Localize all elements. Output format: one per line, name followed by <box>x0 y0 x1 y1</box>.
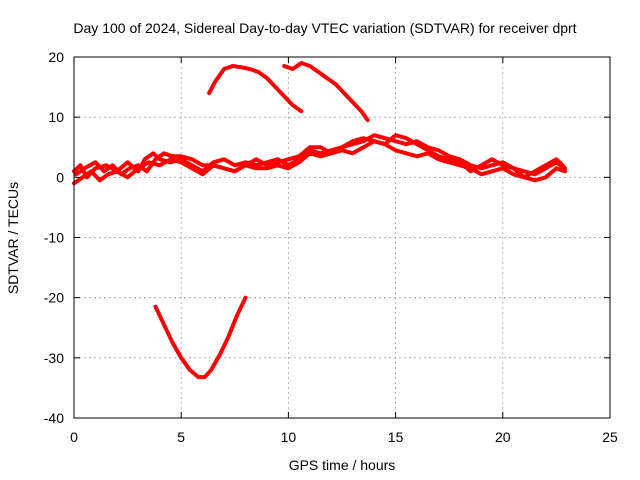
x-tick-label: 25 <box>602 429 618 445</box>
series-line-upper-arc-2 <box>282 61 370 123</box>
y-tick-label: 0 <box>56 169 64 185</box>
series-line-upper-arc-1 <box>207 64 304 114</box>
y-tick-label: -20 <box>44 290 64 306</box>
tick-labels: 0 5 10 15 20 25 -40 -30 -20 -10 0 10 20 <box>44 49 618 445</box>
x-tick-label: 15 <box>388 429 404 445</box>
x-tick-label: 20 <box>495 429 511 445</box>
y-tick-label: -30 <box>44 350 64 366</box>
x-tick-label: 10 <box>281 429 297 445</box>
x-tick-label: 5 <box>177 429 185 445</box>
chart-title: Day 100 of 2024, Sidereal Day-to-day VTE… <box>73 20 576 36</box>
series-group <box>72 61 567 380</box>
x-tick-label: 0 <box>70 429 78 445</box>
grid <box>74 57 610 418</box>
y-tick-label: -10 <box>44 230 64 246</box>
x-axis-label: GPS time / hours <box>289 457 396 473</box>
series-line-lower-arc <box>153 295 248 380</box>
y-axis-label: SDTVAR / TECUs <box>5 182 21 294</box>
series-line-band-low-2 <box>72 139 567 186</box>
y-tick-label: 20 <box>48 49 64 65</box>
y-tick-label: -40 <box>44 410 64 426</box>
series-line-band-low-1 <box>72 133 567 180</box>
tick-marks <box>73 56 611 419</box>
y-tick-label: 10 <box>48 109 64 125</box>
series-line-band-low-3 <box>74 133 565 180</box>
